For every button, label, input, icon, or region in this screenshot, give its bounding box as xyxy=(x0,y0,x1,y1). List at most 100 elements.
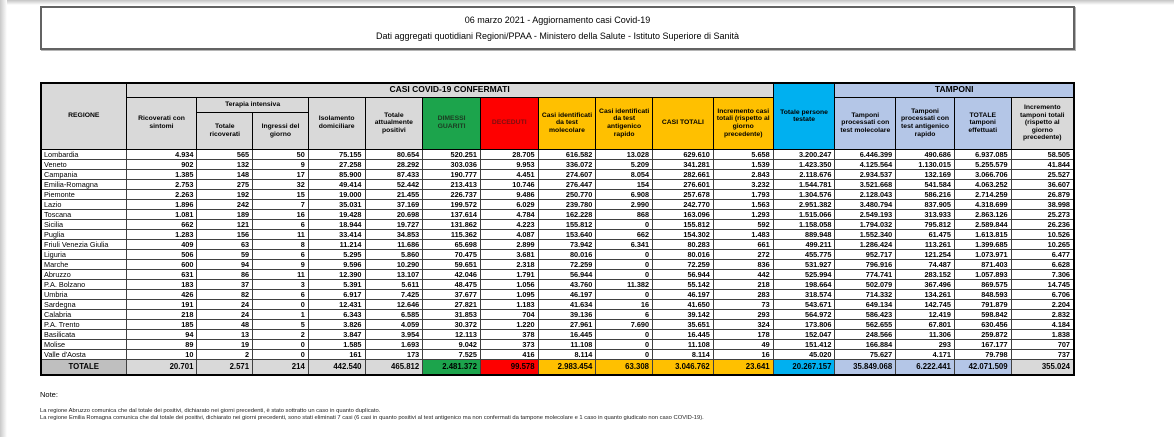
value-cell: 1.791 xyxy=(479,268,539,280)
value-cell: 902 xyxy=(125,158,198,170)
value-cell: 6.341 xyxy=(595,238,654,250)
value-cell: 6 xyxy=(252,288,309,300)
value-cell: 1.304.576 xyxy=(772,188,836,200)
value-cell: 173.806 xyxy=(772,318,836,330)
value-cell: 226.737 xyxy=(422,188,481,200)
value-cell: 43.760 xyxy=(537,278,597,290)
value-cell: 707 xyxy=(1010,338,1075,350)
value-cell: 5.209 xyxy=(595,158,654,170)
value-cell: 662 xyxy=(125,218,198,230)
value-cell: 4.059 xyxy=(364,318,424,330)
value-cell: 2.843 xyxy=(712,168,774,180)
value-cell: 11.108 xyxy=(652,338,714,350)
value-cell: 17 xyxy=(252,168,309,180)
value-cell: 378 xyxy=(479,328,539,340)
value-cell: 1.539 xyxy=(712,158,774,170)
value-cell: 3 xyxy=(252,278,309,290)
value-cell: 373 xyxy=(479,338,539,350)
value-cell: 2.832 xyxy=(1010,308,1075,320)
value-cell: 2.714.259 xyxy=(953,188,1012,200)
value-cell: 239.780 xyxy=(537,198,597,210)
table-row: Basilicata 94 13 2 3.847 3.954 12.113 378 16.445… xyxy=(40,328,1075,340)
region-name: Calabria xyxy=(40,308,127,320)
value-cell: 1.585 xyxy=(307,338,366,350)
value-cell: 7 xyxy=(252,198,309,210)
value-cell: 121 xyxy=(196,218,254,230)
value-cell: 564.972 xyxy=(772,308,836,320)
total-value-cell: 465.812 xyxy=(364,358,424,376)
value-cell: 56.944 xyxy=(537,268,597,280)
column-header-deceduti: DECEDUTI xyxy=(479,96,539,150)
column-header-tamponi-antigenico: Tamponi processati con test antigenico r… xyxy=(895,96,955,150)
total-value-cell: 63.308 xyxy=(595,358,654,376)
value-cell: 565 xyxy=(196,148,254,160)
value-cell: 73 xyxy=(712,298,774,310)
value-cell: 4.125.564 xyxy=(834,158,897,170)
total-value-cell: 35.849.068 xyxy=(834,358,897,376)
value-cell: 0 xyxy=(595,328,654,340)
total-value-cell: 6.222.441 xyxy=(895,358,955,376)
value-cell: 661 xyxy=(712,238,774,250)
value-cell: 37.677 xyxy=(422,288,481,300)
value-cell: 15 xyxy=(252,188,309,200)
region-name: Toscana xyxy=(40,208,127,220)
column-header-regione: REGIONE xyxy=(40,82,127,150)
value-cell: 82 xyxy=(196,288,254,300)
total-value-cell: 2.481.372 xyxy=(422,358,481,376)
value-cell: 868 xyxy=(595,208,654,220)
column-header-terapia-intensiva: Terapia intensiva xyxy=(196,96,309,113)
region-name: Basilicata xyxy=(40,328,127,340)
covid-table: REGIONE CASI COVID-19 CONFERMATI Totale … xyxy=(40,82,1075,376)
value-cell: 94 xyxy=(125,328,198,340)
table-row: P.A. Trento 185 48 5 3.826 4.059 30.372 1.220 27… xyxy=(40,318,1075,330)
value-cell: 185 xyxy=(125,318,198,330)
value-cell: 1.283 xyxy=(125,228,198,240)
value-cell: 16 xyxy=(595,298,654,310)
value-cell: 155.812 xyxy=(652,218,714,230)
value-cell: 87.433 xyxy=(364,168,424,180)
value-cell: 199.572 xyxy=(422,198,481,210)
value-cell: 28.292 xyxy=(364,158,424,170)
value-cell: 10.526 xyxy=(1010,228,1075,240)
value-cell: 4.087 xyxy=(479,228,539,240)
value-cell: 1.399.685 xyxy=(953,238,1012,250)
value-cell: 163.096 xyxy=(652,208,714,220)
value-cell: 34.853 xyxy=(364,228,424,240)
value-cell: 19.000 xyxy=(307,188,366,200)
note-line-1: La regione Abruzzo comunica che dal tota… xyxy=(40,408,381,414)
region-name: Friuli Venezia Giulia xyxy=(40,238,127,250)
value-cell: 80.283 xyxy=(652,238,714,250)
table-row: Piemonte 2.263 192 15 19.000 21.455 226.737 9.4… xyxy=(40,188,1075,200)
value-cell: 36.607 xyxy=(1010,178,1075,190)
value-cell: 2.204 xyxy=(1010,298,1075,310)
column-header-incremento-casi: Incremento casi totali (rispetto al gior… xyxy=(712,96,774,150)
total-value-cell: 3.046.762 xyxy=(652,358,714,376)
value-cell: 166.884 xyxy=(834,338,897,350)
title-box: 06 marzo 2021 - Aggiornamento casi Covid… xyxy=(40,6,1075,50)
value-cell: 167.177 xyxy=(953,338,1012,350)
value-cell: 367.496 xyxy=(895,278,955,290)
value-cell: 2.589.844 xyxy=(953,218,1012,230)
value-cell: 32 xyxy=(252,178,309,190)
value-cell: 586.423 xyxy=(834,308,897,320)
value-cell: 282.661 xyxy=(652,168,714,180)
value-cell: 455.775 xyxy=(772,248,836,260)
value-cell: 8.114 xyxy=(652,348,714,360)
value-cell: 4.063.252 xyxy=(953,178,1012,190)
value-cell: 774.741 xyxy=(834,268,897,280)
value-cell: 2.934.537 xyxy=(834,168,897,180)
value-cell: 1.158.058 xyxy=(772,218,836,230)
value-cell: 79.798 xyxy=(953,348,1012,360)
value-cell: 13.107 xyxy=(364,268,424,280)
region-name: Lazio xyxy=(40,198,127,210)
value-cell: 586.216 xyxy=(895,188,955,200)
value-cell: 18.944 xyxy=(307,218,366,230)
table-row: Sicilia 662 121 6 18.944 19.727 131.862 4.223 15… xyxy=(40,218,1075,230)
value-cell: 3.232 xyxy=(712,178,774,190)
value-cell: 952.717 xyxy=(834,248,897,260)
note-line-2: La regione Emilia Romagna comunica che d… xyxy=(40,415,704,421)
table-row: Veneto 902 132 9 27.258 28.292 303.036 9.953 336… xyxy=(40,158,1075,170)
value-cell: 19.428 xyxy=(307,208,366,220)
value-cell: 293 xyxy=(712,308,774,320)
value-cell: 1.613.815 xyxy=(953,228,1012,240)
